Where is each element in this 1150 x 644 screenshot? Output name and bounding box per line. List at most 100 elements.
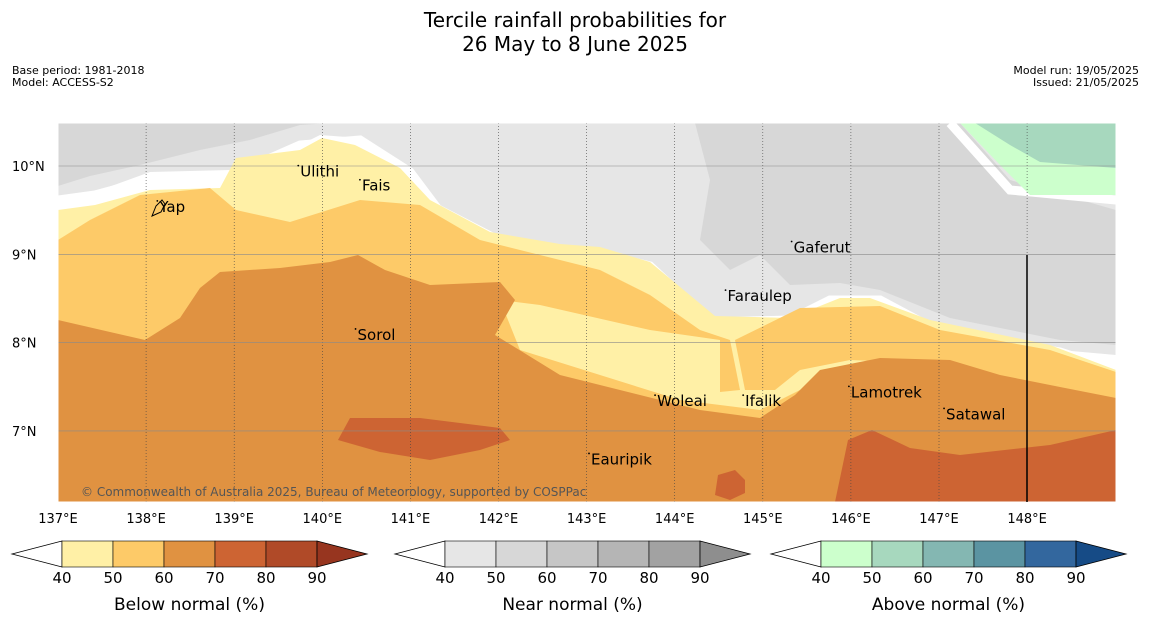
colorbar-swatch	[973, 540, 1026, 568]
colorbar-title: Above normal (%)	[872, 595, 1025, 615]
colorbar-tick-label: 40	[52, 569, 71, 587]
latitude-label: 9°N	[12, 248, 37, 263]
colorbar-tick-label: 80	[639, 569, 658, 587]
place-marker	[297, 164, 300, 167]
place-marker	[654, 394, 656, 397]
colorbar-high-arrow	[1075, 540, 1128, 568]
colorbar-tick-label: 50	[103, 569, 122, 587]
colorbar-tick-label: 70	[588, 569, 607, 587]
colorbar-tick-label: 50	[862, 569, 881, 587]
model-run-label: Model run: 19/05/2025	[1013, 64, 1139, 77]
longitude-label: 145°E	[743, 512, 783, 527]
place-labels: Ulithi Fais Yap Gaferut Faraulep Sorol Lamotre…	[156, 163, 1005, 468]
longitude-label: 137°E	[38, 512, 78, 527]
colorbar-swatch	[1024, 540, 1077, 568]
colorbar-swatch	[871, 540, 924, 568]
copyright-credit: © Commonwealth of Australia 2025, Bureau…	[81, 485, 586, 499]
place-label-woleai: Woleai	[657, 392, 707, 410]
below-normal-70-region-east	[835, 430, 1116, 502]
colorbar-tick-label: 80	[1015, 569, 1034, 587]
longitude-label: 148°E	[1007, 512, 1047, 527]
colorbar-swatch	[495, 540, 548, 568]
longitude-label: 139°E	[214, 512, 254, 527]
colorbar-tick-label: 90	[1066, 569, 1085, 587]
latitude-label: 8°N	[12, 337, 37, 352]
place-label-yap: Yap	[158, 198, 185, 216]
place-marker	[790, 240, 793, 243]
colorbar-tick-label: 80	[256, 569, 275, 587]
colorbar-swatch	[648, 540, 701, 568]
below-normal-70-region-west	[338, 418, 510, 460]
latitude-label: 10°N	[12, 160, 45, 175]
place-label-satawal: Satawal	[946, 405, 1005, 423]
colorbar-tick-label: 40	[811, 569, 830, 587]
colorbar-low-arrow	[10, 540, 63, 568]
longitude-label: 143°E	[567, 512, 607, 527]
longitude-label: 144°E	[655, 512, 695, 527]
place-label-faraulep: Faraulep	[728, 287, 792, 305]
longitude-label: 140°E	[303, 512, 343, 527]
colorbar-tick-label: 70	[205, 569, 224, 587]
colorbar-tick-label: 40	[435, 569, 454, 587]
place-marker	[724, 289, 727, 291]
map-title: Tercile rainfall probabilities for 26 Ma…	[0, 8, 1150, 56]
colorbar-low-arrow	[769, 540, 822, 568]
base-period-label: Base period: 1981-2018	[12, 64, 145, 77]
colorbar-swatch	[112, 540, 165, 568]
place-marker	[943, 407, 945, 410]
latitude-labels: 10°N 9°N 8°N 7°N	[12, 160, 45, 440]
longitude-label: 142°E	[479, 512, 519, 527]
colorbar-tick-label: 50	[486, 569, 505, 587]
model-label: Model: ACCESS-S2	[12, 76, 114, 89]
longitude-label: 146°E	[831, 512, 871, 527]
probability-field	[58, 123, 1116, 502]
gridlines	[58, 123, 1116, 502]
yap-island-icon	[151, 199, 166, 217]
colorbar-title: Near normal (%)	[502, 595, 642, 615]
place-label-ifalik: Ifalik	[745, 392, 781, 410]
near-normal-region-50-east	[695, 123, 1116, 345]
colorbar-title: Below normal (%)	[114, 595, 265, 615]
colorbar-swatch	[163, 540, 216, 568]
below-normal-70-region-south	[715, 470, 745, 500]
place-marker	[359, 178, 361, 181]
colorbar-above-normal: 40 50 60 70 80 90 Above normal (%)	[769, 540, 1128, 615]
model-info: Base period: 1981-2018 Model: ACCESS-S2	[12, 65, 144, 89]
place-label-sorol: Sorol	[358, 326, 396, 344]
colorbar-swatch	[820, 540, 873, 568]
place-marker	[742, 394, 745, 397]
issued-label: Issued: 21/05/2025	[1032, 76, 1139, 89]
place-marker	[156, 200, 159, 202]
title-line-2: 26 May to 8 June 2025	[462, 32, 688, 56]
place-marker	[588, 452, 590, 455]
map-frame	[57, 122, 1117, 503]
place-marker	[354, 328, 357, 330]
colorbar-swatch	[922, 540, 975, 568]
colorbar-tick-label: 90	[307, 569, 326, 587]
longitude-label: 138°E	[126, 512, 166, 527]
place-label-eauripik: Eauripik	[591, 450, 652, 468]
colorbar-high-arrow	[699, 540, 752, 568]
colorbar-tick-label: 60	[537, 569, 556, 587]
longitude-label: 141°E	[391, 512, 431, 527]
colorbar-below-normal: 40 50 60 70 80 90 Below normal (%)	[10, 540, 369, 615]
colorbar-tick-label: 70	[964, 569, 983, 587]
colorbar-near-normal: 40 50 60 70 80 90 Near normal (%)	[393, 540, 752, 615]
place-label-ulithi: Ulithi	[300, 163, 339, 181]
run-info: Model run: 19/05/2025 Issued: 21/05/2025	[1013, 65, 1139, 89]
near-normal-region-50	[58, 123, 330, 186]
colorbar-high-arrow	[316, 540, 369, 568]
place-label-gaferut: Gaferut	[794, 239, 851, 257]
place-label-fais: Fais	[362, 177, 391, 195]
longitude-labels: 137°E 138°E 139°E 140°E 141°E 142°E 143°E 144°E…	[38, 512, 1047, 527]
colorbar-swatch	[214, 540, 267, 568]
colorbar-tick-label: 60	[913, 569, 932, 587]
colorbar-legends: 40 50 60 70 80 90 Below normal (%) 40 50 60 70 80 90…	[10, 540, 1128, 615]
latitude-label: 7°N	[12, 425, 37, 440]
longitude-label: 147°E	[919, 512, 959, 527]
title-line-1: Tercile rainfall probabilities for	[423, 8, 727, 32]
colorbar-swatch	[546, 540, 599, 568]
colorbar-low-arrow	[393, 540, 446, 568]
colorbar-swatch	[444, 540, 497, 568]
